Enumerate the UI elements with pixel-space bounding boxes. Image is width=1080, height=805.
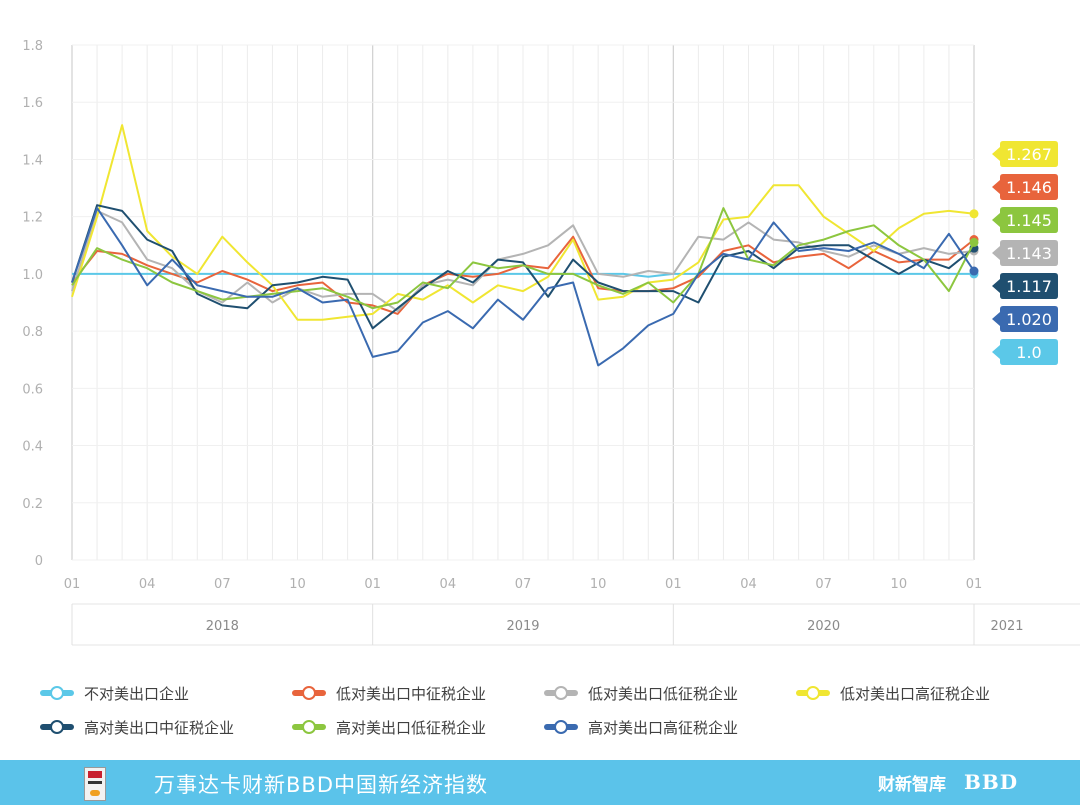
y-tick-label: 0.4: [22, 440, 43, 455]
legend-label: 高对美出口高征税企业: [588, 718, 739, 737]
end-value-label: 1.146: [1006, 178, 1052, 197]
x-tick-label: 10: [590, 577, 607, 592]
end-value-badge: [992, 240, 1058, 266]
legend-line-icon: [292, 720, 326, 734]
x-tick-label: 07: [515, 577, 532, 592]
y-tick-label: 0.6: [22, 382, 43, 397]
caixin-insight-logo: 财新智库: [878, 775, 946, 795]
x-tick-label: 04: [440, 577, 457, 592]
legend-label: 低对美出口中征税企业: [336, 684, 487, 703]
series-end-dot: [969, 209, 979, 219]
legend-line-icon: [292, 686, 326, 700]
y-tick-label: 0.2: [22, 497, 43, 512]
end-value-badge: [992, 207, 1058, 233]
end-value-label: 1.145: [1006, 211, 1052, 230]
x-tick-label: 07: [815, 577, 832, 592]
legend-line-icon: [796, 686, 830, 700]
legend-item[interactable]: 低对美出口中征税企业: [292, 683, 544, 704]
legend-line-icon: [40, 686, 74, 700]
end-value-badge: [992, 141, 1058, 167]
end-value-badge: [992, 174, 1058, 200]
series-line: [72, 272, 974, 278]
x-tick-label: 04: [139, 577, 156, 592]
x-tick-label: 01: [364, 577, 381, 592]
x-tick-label: 01: [64, 577, 81, 592]
legend-item[interactable]: 低对美出口高征税企业: [796, 683, 1048, 704]
series-end-dot: [969, 266, 979, 276]
legend-line-icon: [544, 686, 578, 700]
y-tick-label: 1.6: [22, 96, 43, 111]
y-tick-label: 1.4: [22, 153, 43, 168]
year-label: 2019: [506, 619, 539, 634]
series-line: [71, 204, 975, 330]
legend-row: 不对美出口企业 低对美出口中征税企业 低对美出口低征税企业 低对美出口高征税企业: [40, 676, 1050, 710]
x-tick-label: 01: [966, 577, 983, 592]
end-value-label: 1.117: [1006, 277, 1052, 296]
year-label: 2021: [990, 619, 1023, 634]
footer-bar: 万事达卡财新BBD中国新经济指数 财新智库 BBD: [0, 760, 1080, 805]
legend-item[interactable]: 低对美出口低征税企业: [544, 683, 796, 704]
series-lines: [71, 124, 979, 367]
y-tick-label: 1.0: [22, 268, 43, 283]
y-tick-label: 0: [35, 554, 43, 569]
x-tick-label: 10: [289, 577, 306, 592]
legend-item[interactable]: 高对美出口高征税企业: [544, 717, 796, 738]
legend-item[interactable]: 高对美出口低征税企业: [292, 717, 544, 738]
x-tick-label: 01: [665, 577, 682, 592]
bbd-logo: BBD: [964, 770, 1019, 794]
end-value-label: 1.020: [1006, 310, 1052, 329]
y-tick-label: 1.8: [22, 39, 43, 54]
y-axis-ticks: 1.8 1.6 1.4 1.2 1.0 0.8 0.6 0.4 0.2 0: [22, 39, 43, 569]
grid-lines: [71, 44, 975, 561]
end-value-badges: 1.267 1.146 1.145 1.143 1.117 1.020 1.0: [992, 141, 1058, 365]
series-line: [71, 209, 975, 313]
legend-line-icon: [40, 720, 74, 734]
end-value-label: 1.267: [1006, 145, 1052, 164]
footer-title: 万事达卡财新BBD中国新经济指数: [154, 773, 488, 797]
end-value-badge: [992, 306, 1058, 332]
year-label: 2018: [206, 619, 239, 634]
legend-label: 不对美出口企业: [84, 684, 190, 703]
end-value-label: 1.0: [1016, 343, 1041, 362]
x-tick-label: 10: [891, 577, 908, 592]
series-line: [71, 207, 975, 310]
legend: 不对美出口企业 低对美出口中征税企业 低对美出口低征税企业 低对美出口高征税企业高对美…: [40, 676, 1050, 744]
end-value-badge: [992, 339, 1058, 365]
year-label: 2020: [807, 619, 840, 634]
legend-line-icon: [544, 720, 578, 734]
year-labels: 2018 2019 2020 2021: [71, 603, 1080, 646]
legend-label: 低对美出口低征税企业: [588, 684, 739, 703]
x-tick-label: 07: [214, 577, 231, 592]
y-tick-label: 1.2: [22, 211, 43, 226]
legend-item[interactable]: 不对美出口企业: [40, 683, 292, 704]
end-value-label: 1.143: [1006, 244, 1052, 263]
legend-label: 高对美出口低征税企业: [336, 718, 487, 737]
x-tick-label: 04: [740, 577, 757, 592]
legend-row: 高对美出口中征税企业 高对美出口低征税企业 高对美出口高征税企业: [40, 710, 1050, 744]
legend-label: 高对美出口中征税企业: [84, 718, 235, 737]
line-chart: 1.81.61.41.21.00.80.60.40.20 01 04 07 10 01 0…: [22, 39, 1080, 646]
report-cover-icon: [84, 767, 106, 801]
series-line: [71, 124, 975, 321]
end-value-badge: [992, 273, 1058, 299]
y-tick-label: 0.8: [22, 325, 43, 340]
legend-item[interactable]: 高对美出口中征税企业: [40, 717, 292, 738]
series-line: [71, 207, 975, 367]
legend-label: 低对美出口高征税企业: [840, 684, 991, 703]
x-axis-ticks: 01 04 07 10 01 04 07 10 01 04 07 10 01: [64, 577, 983, 592]
series-end-dot: [969, 237, 979, 247]
